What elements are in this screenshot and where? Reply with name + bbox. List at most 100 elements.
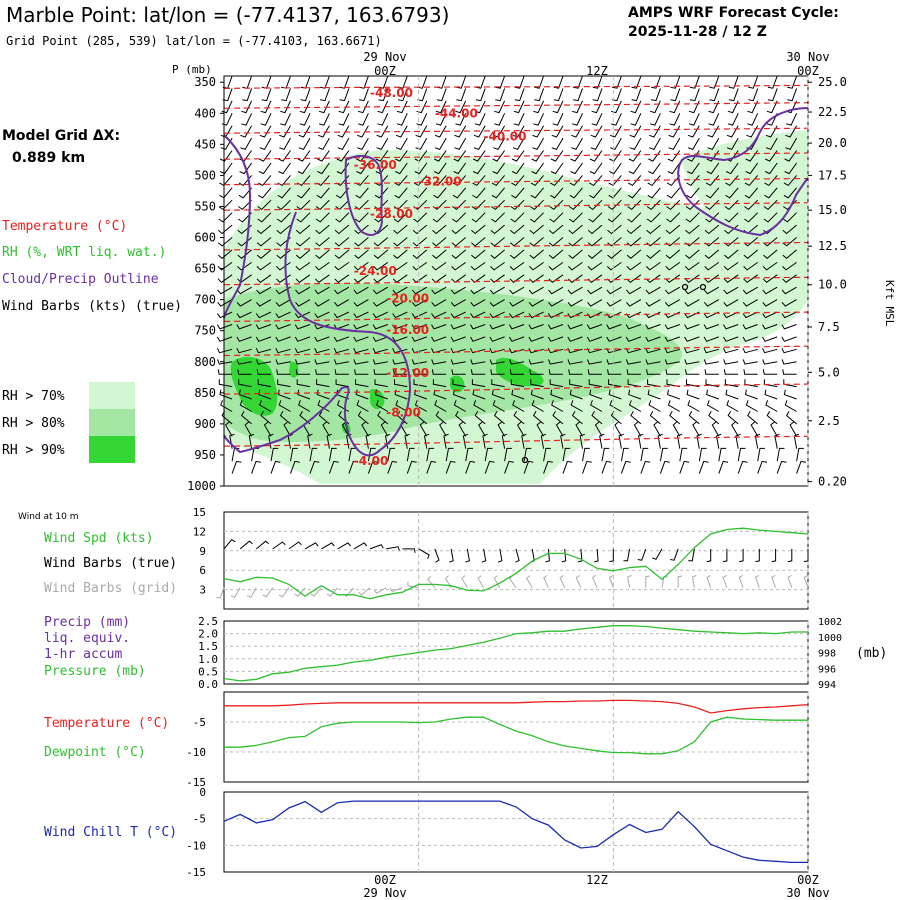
sounding-barb [646, 212, 661, 223]
true-wind-barb [787, 548, 793, 563]
sounding-barb [727, 100, 739, 114]
wind-chill-line [223, 800, 808, 864]
cloud-dot-c [521, 456, 529, 464]
sounding-barb [737, 460, 748, 474]
sounding-barb [511, 389, 525, 400]
sounding-barb [372, 286, 389, 295]
sounding-barb [521, 433, 527, 449]
true-wind-barb [304, 542, 319, 550]
sounding-barb [529, 261, 544, 271]
sounding-barb [339, 75, 350, 89]
true-wind-barb [223, 539, 236, 550]
sounding-barb [478, 421, 486, 437]
sounding-barb [393, 212, 408, 223]
sounding-barb [764, 187, 778, 199]
sounding-barb [587, 249, 603, 259]
sounding-barb [626, 299, 642, 307]
pressure-tick-label: 450 [194, 137, 216, 151]
sounding-barb [470, 359, 486, 365]
sounding-barb [550, 162, 564, 175]
sounding-barb [218, 379, 233, 388]
sounding-barb [474, 410, 486, 425]
sounding-barb [708, 100, 720, 114]
true-wind-barb [637, 548, 647, 561]
sounding-barb [618, 433, 624, 449]
grid-wind-barb [262, 587, 274, 598]
sounding-barb [625, 359, 641, 365]
sounding-barb [534, 88, 545, 102]
sounding-barb [627, 379, 641, 388]
sounding-barb [509, 224, 525, 235]
sounding-barb [531, 150, 545, 162]
sounding-barb [474, 113, 486, 126]
sounding-barb [767, 75, 778, 89]
sounding-barb [685, 212, 700, 223]
pressure-tick-label: 650 [194, 262, 216, 276]
sounding-barb [217, 261, 233, 271]
sounding-barb [221, 113, 233, 126]
sounding-barb [470, 369, 486, 375]
sounding-barb [664, 359, 680, 365]
sounding-barb [263, 421, 272, 437]
sounding-barb [645, 261, 661, 271]
sounding-barb [455, 113, 467, 126]
sounding-barb [432, 212, 447, 223]
sounding-barb [356, 150, 369, 162]
temperature-tick-label: -15 [186, 776, 206, 789]
sounding-barb [569, 187, 583, 199]
sounding-barb [295, 261, 311, 271]
sounding-barb [415, 125, 428, 138]
true-wind-barb [337, 542, 351, 550]
sounding-barb [493, 125, 506, 138]
sounding-barb [633, 421, 642, 437]
top-date-right: 30 Nov [786, 50, 829, 64]
grid-wind-barb [722, 574, 728, 588]
sounding-barb [512, 125, 525, 138]
sounding-barb [532, 410, 544, 425]
sounding-barb [725, 187, 739, 199]
sounding-barb [684, 274, 700, 283]
sounding-barb [387, 447, 396, 462]
sounding-barb [570, 400, 583, 412]
sounding-barb [260, 100, 272, 114]
sounding-barb [490, 274, 505, 283]
sounding-barb [648, 150, 661, 162]
sounding-barb [450, 347, 466, 354]
top-date-left: 29 Nov [363, 50, 406, 64]
sounding-barb [354, 237, 369, 247]
sounding-barb [549, 379, 564, 388]
wind-chill-tick-label: -5 [193, 813, 206, 826]
sounding-barb [443, 433, 449, 449]
true-wind-barb [545, 548, 550, 563]
sounding-barb [258, 150, 272, 162]
sounding-barb [423, 433, 430, 449]
temperature-line [224, 699, 809, 714]
sounding-barb [372, 359, 388, 365]
sounding-barb [472, 150, 486, 162]
sounding-barb [601, 460, 612, 474]
true-wind-barb [771, 548, 777, 563]
sounding-barb [355, 379, 369, 388]
sounding-barb [687, 400, 700, 412]
sounding-barb [316, 389, 330, 400]
sounding-barb [241, 113, 253, 126]
sounding-barb [315, 199, 330, 211]
sounding-barb [411, 359, 427, 365]
sounding-barb [373, 261, 389, 271]
sounding-barb [242, 88, 253, 102]
sounding-barb [426, 460, 437, 474]
sounding-barb [377, 100, 389, 114]
sounding-barb [568, 212, 583, 223]
sounding-barb [686, 175, 700, 187]
sounding-barb [781, 311, 797, 319]
sounding-barb [786, 113, 798, 126]
sounding-barb [763, 212, 778, 223]
sounding-barb [261, 88, 272, 102]
sounding-barb [723, 347, 739, 354]
sounding-barb [687, 137, 700, 151]
sounding-barb [782, 261, 797, 271]
sounding-barb [412, 249, 428, 259]
sounding-barb [685, 249, 700, 259]
legend-rh70-swatch [89, 382, 135, 409]
sounding-barb [781, 359, 797, 365]
